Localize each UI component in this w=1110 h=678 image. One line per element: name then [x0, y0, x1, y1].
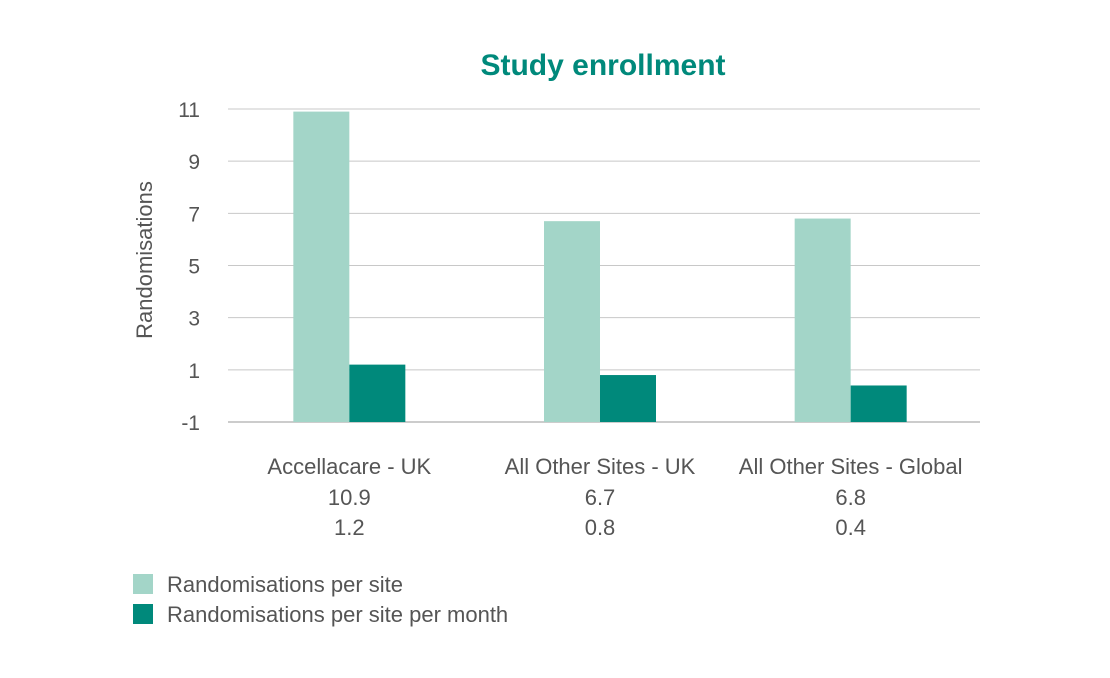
legend-swatch-per-site-per-month: [133, 604, 153, 624]
category-label-name: Accellacare - UK: [267, 454, 431, 479]
y-tick-label: 1: [188, 360, 200, 383]
y-tick-label: 3: [188, 308, 200, 331]
bars: [293, 111, 907, 422]
bar-per-site: [293, 111, 350, 422]
y-tick-label: 7: [188, 203, 200, 226]
category-label-line2: 10.9: [328, 485, 371, 510]
category-label-name: All Other Sites - UK: [505, 454, 696, 479]
bar-per-site-per-month: [349, 364, 406, 422]
category-label-name: All Other Sites - Global: [739, 454, 963, 479]
bar-per-site-per-month: [600, 375, 656, 422]
legend-label-per-site-per-month: Randomisations per site per month: [167, 602, 508, 627]
y-tick-label: 9: [188, 151, 200, 174]
category-label-line3: 0.4: [835, 515, 866, 540]
category-label-line2: 6.7: [585, 485, 616, 510]
y-tick-label: 5: [188, 256, 200, 279]
category-labels: Accellacare - UK 10.9 1.2 All Other Sites -…: [267, 454, 962, 540]
legend-label-per-site: Randomisations per site: [167, 572, 403, 597]
y-tick-label: -1: [181, 412, 200, 435]
bar-per-site-per-month: [850, 385, 907, 422]
bar-per-site: [794, 218, 851, 422]
y-tick-label: 11: [178, 99, 200, 122]
legend: Randomisations per site Randomisations p…: [133, 572, 508, 627]
y-axis-ticks: 11 9 7 5 3 1 -1: [178, 99, 200, 435]
y-axis-label: Randomisations: [132, 181, 157, 339]
category-label-line3: 0.8: [585, 515, 616, 540]
category-label-line3: 1.2: [334, 515, 365, 540]
legend-swatch-per-site: [133, 574, 153, 594]
bar-per-site: [544, 221, 600, 422]
category-label-line2: 6.8: [835, 485, 866, 510]
chart-title: Study enrollment: [480, 49, 725, 82]
